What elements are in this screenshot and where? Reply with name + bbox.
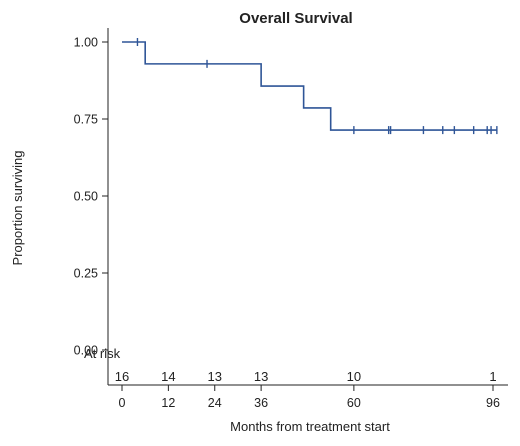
at-risk-value-1: 14	[161, 369, 175, 384]
at-risk-value-3: 13	[254, 369, 268, 384]
at-risk-value-5: 1	[489, 369, 496, 384]
x-tick-label-3: 36	[254, 396, 268, 410]
x-tick-label-4: 60	[347, 396, 361, 410]
x-axis-label: Months from treatment start	[230, 419, 390, 434]
survival-curve	[122, 41, 497, 131]
chart-title: Overall Survival	[239, 10, 352, 27]
at-risk-values: 16 14 13 13 10 1	[115, 369, 497, 384]
at-risk-value-0: 16	[115, 369, 129, 384]
y-axis-label: Proportion surviving	[10, 151, 25, 266]
y-tick-label-4: 1.00	[74, 36, 98, 50]
x-tick-label-1: 12	[161, 396, 175, 410]
y-tick-label-2: 0.50	[74, 190, 98, 204]
y-tick-label-0: 0.00	[74, 344, 98, 358]
axes	[107, 28, 508, 386]
x-ticks: 0 12 24 36 60 96	[119, 385, 500, 410]
y-ticks: 0.00 0.25 0.50 0.75 1.00	[74, 36, 108, 358]
at-risk-value-2: 13	[208, 369, 222, 384]
y-tick-label-1: 0.25	[74, 267, 98, 281]
y-tick-label-3: 0.75	[74, 113, 98, 127]
x-tick-label-0: 0	[119, 396, 126, 410]
at-risk-value-4: 10	[347, 369, 361, 384]
x-tick-label-5: 96	[486, 396, 500, 410]
at-risk-label: At risk	[84, 346, 121, 361]
censor-marks	[136, 38, 498, 135]
survival-curve-group	[122, 41, 497, 131]
x-tick-label-2: 24	[208, 396, 222, 410]
